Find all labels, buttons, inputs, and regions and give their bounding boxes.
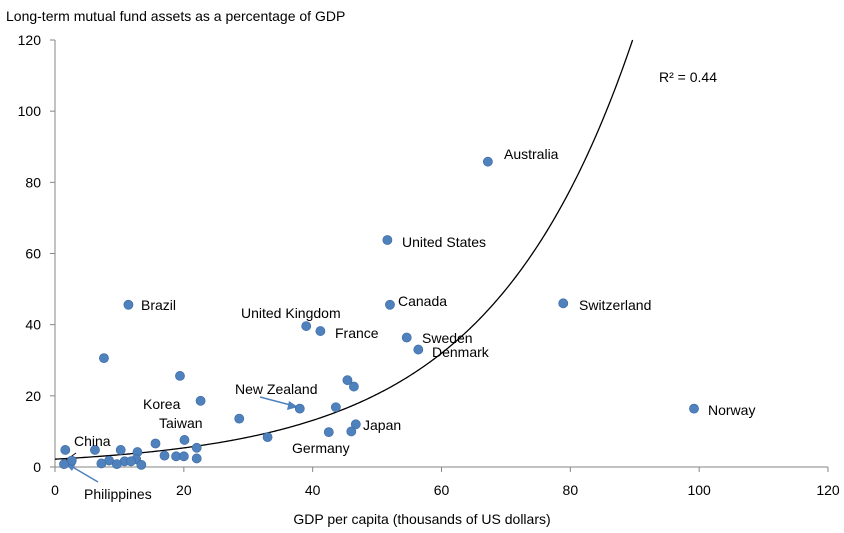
data-point bbox=[301, 321, 312, 331]
y-tick-label: 0 bbox=[33, 459, 41, 475]
point-label-brazil: Brazil bbox=[141, 297, 176, 313]
x-tick-label: 80 bbox=[563, 482, 579, 498]
y-tick-label: 20 bbox=[25, 388, 41, 404]
point-label-united-states: United States bbox=[402, 234, 486, 250]
data-point bbox=[234, 413, 245, 424]
point-label-canada: Canada bbox=[398, 293, 447, 309]
chart-title: Long-term mutual fund assets as a percen… bbox=[6, 8, 346, 24]
point-label-taiwan: Taiwan bbox=[159, 415, 203, 431]
x-tick-label: 60 bbox=[434, 482, 450, 498]
point-label-china: China bbox=[74, 433, 111, 449]
point-label-philippines: Philippines bbox=[84, 486, 152, 502]
point-label-australia: Australia bbox=[504, 146, 559, 162]
data-point bbox=[323, 427, 334, 438]
data-point bbox=[159, 450, 170, 461]
data-point bbox=[59, 459, 69, 470]
data-point bbox=[294, 403, 305, 414]
y-tick-label: 120 bbox=[18, 32, 42, 48]
y-tick-label: 60 bbox=[25, 246, 41, 262]
data-point bbox=[99, 353, 109, 364]
point-label-united-kingdom: United Kingdom bbox=[241, 305, 341, 321]
r-squared-label: R² = 0.44 bbox=[659, 69, 717, 85]
data-point bbox=[346, 426, 357, 437]
x-tick-label: 100 bbox=[687, 482, 711, 498]
y-tick-label: 40 bbox=[25, 317, 41, 333]
data-point bbox=[195, 395, 206, 406]
data-point bbox=[178, 451, 189, 462]
data-point bbox=[342, 375, 353, 386]
y-tick-label: 100 bbox=[18, 103, 42, 119]
data-point bbox=[126, 456, 136, 467]
data-point bbox=[482, 156, 493, 167]
data-point bbox=[191, 453, 202, 464]
x-axis-label: GDP per capita (thousands of US dollars) bbox=[293, 511, 551, 527]
data-point bbox=[96, 458, 107, 469]
data-point bbox=[350, 419, 361, 430]
data-point bbox=[175, 371, 185, 381]
point-label-denmark: Denmark bbox=[432, 344, 490, 360]
point-label-germany: Germany bbox=[292, 440, 350, 456]
x-tick-label: 120 bbox=[816, 482, 840, 498]
data-point bbox=[558, 298, 569, 309]
x-tick-label: 0 bbox=[51, 482, 59, 498]
data-point bbox=[413, 344, 424, 355]
point-label-france: France bbox=[335, 325, 379, 341]
data-point bbox=[689, 403, 699, 414]
x-tick-label: 40 bbox=[305, 482, 321, 498]
y-tick-label: 80 bbox=[25, 174, 41, 190]
data-point bbox=[90, 445, 100, 455]
data-point bbox=[330, 402, 341, 413]
data-point bbox=[401, 332, 412, 343]
point-label-sweden: Sweden bbox=[422, 330, 473, 346]
data-point bbox=[150, 438, 161, 449]
data-point bbox=[115, 445, 126, 455]
data-point bbox=[191, 442, 202, 453]
data-point bbox=[136, 459, 147, 470]
data-point bbox=[179, 435, 190, 445]
data-point bbox=[385, 299, 395, 310]
point-label-norway: Norway bbox=[708, 402, 755, 418]
x-tick-label: 20 bbox=[176, 482, 192, 498]
data-point bbox=[348, 381, 359, 392]
point-label-switzerland: Switzerland bbox=[579, 297, 651, 313]
data-point bbox=[382, 235, 393, 245]
point-label-new-zealand: New Zealand bbox=[235, 381, 318, 397]
point-label-japan: Japan bbox=[363, 417, 401, 433]
point-label-korea: Korea bbox=[143, 396, 181, 412]
data-point bbox=[262, 432, 273, 443]
data-point bbox=[123, 299, 134, 310]
trendline bbox=[54, 39, 634, 460]
data-point bbox=[111, 459, 122, 470]
data-point bbox=[315, 326, 326, 336]
data-point bbox=[60, 445, 71, 455]
